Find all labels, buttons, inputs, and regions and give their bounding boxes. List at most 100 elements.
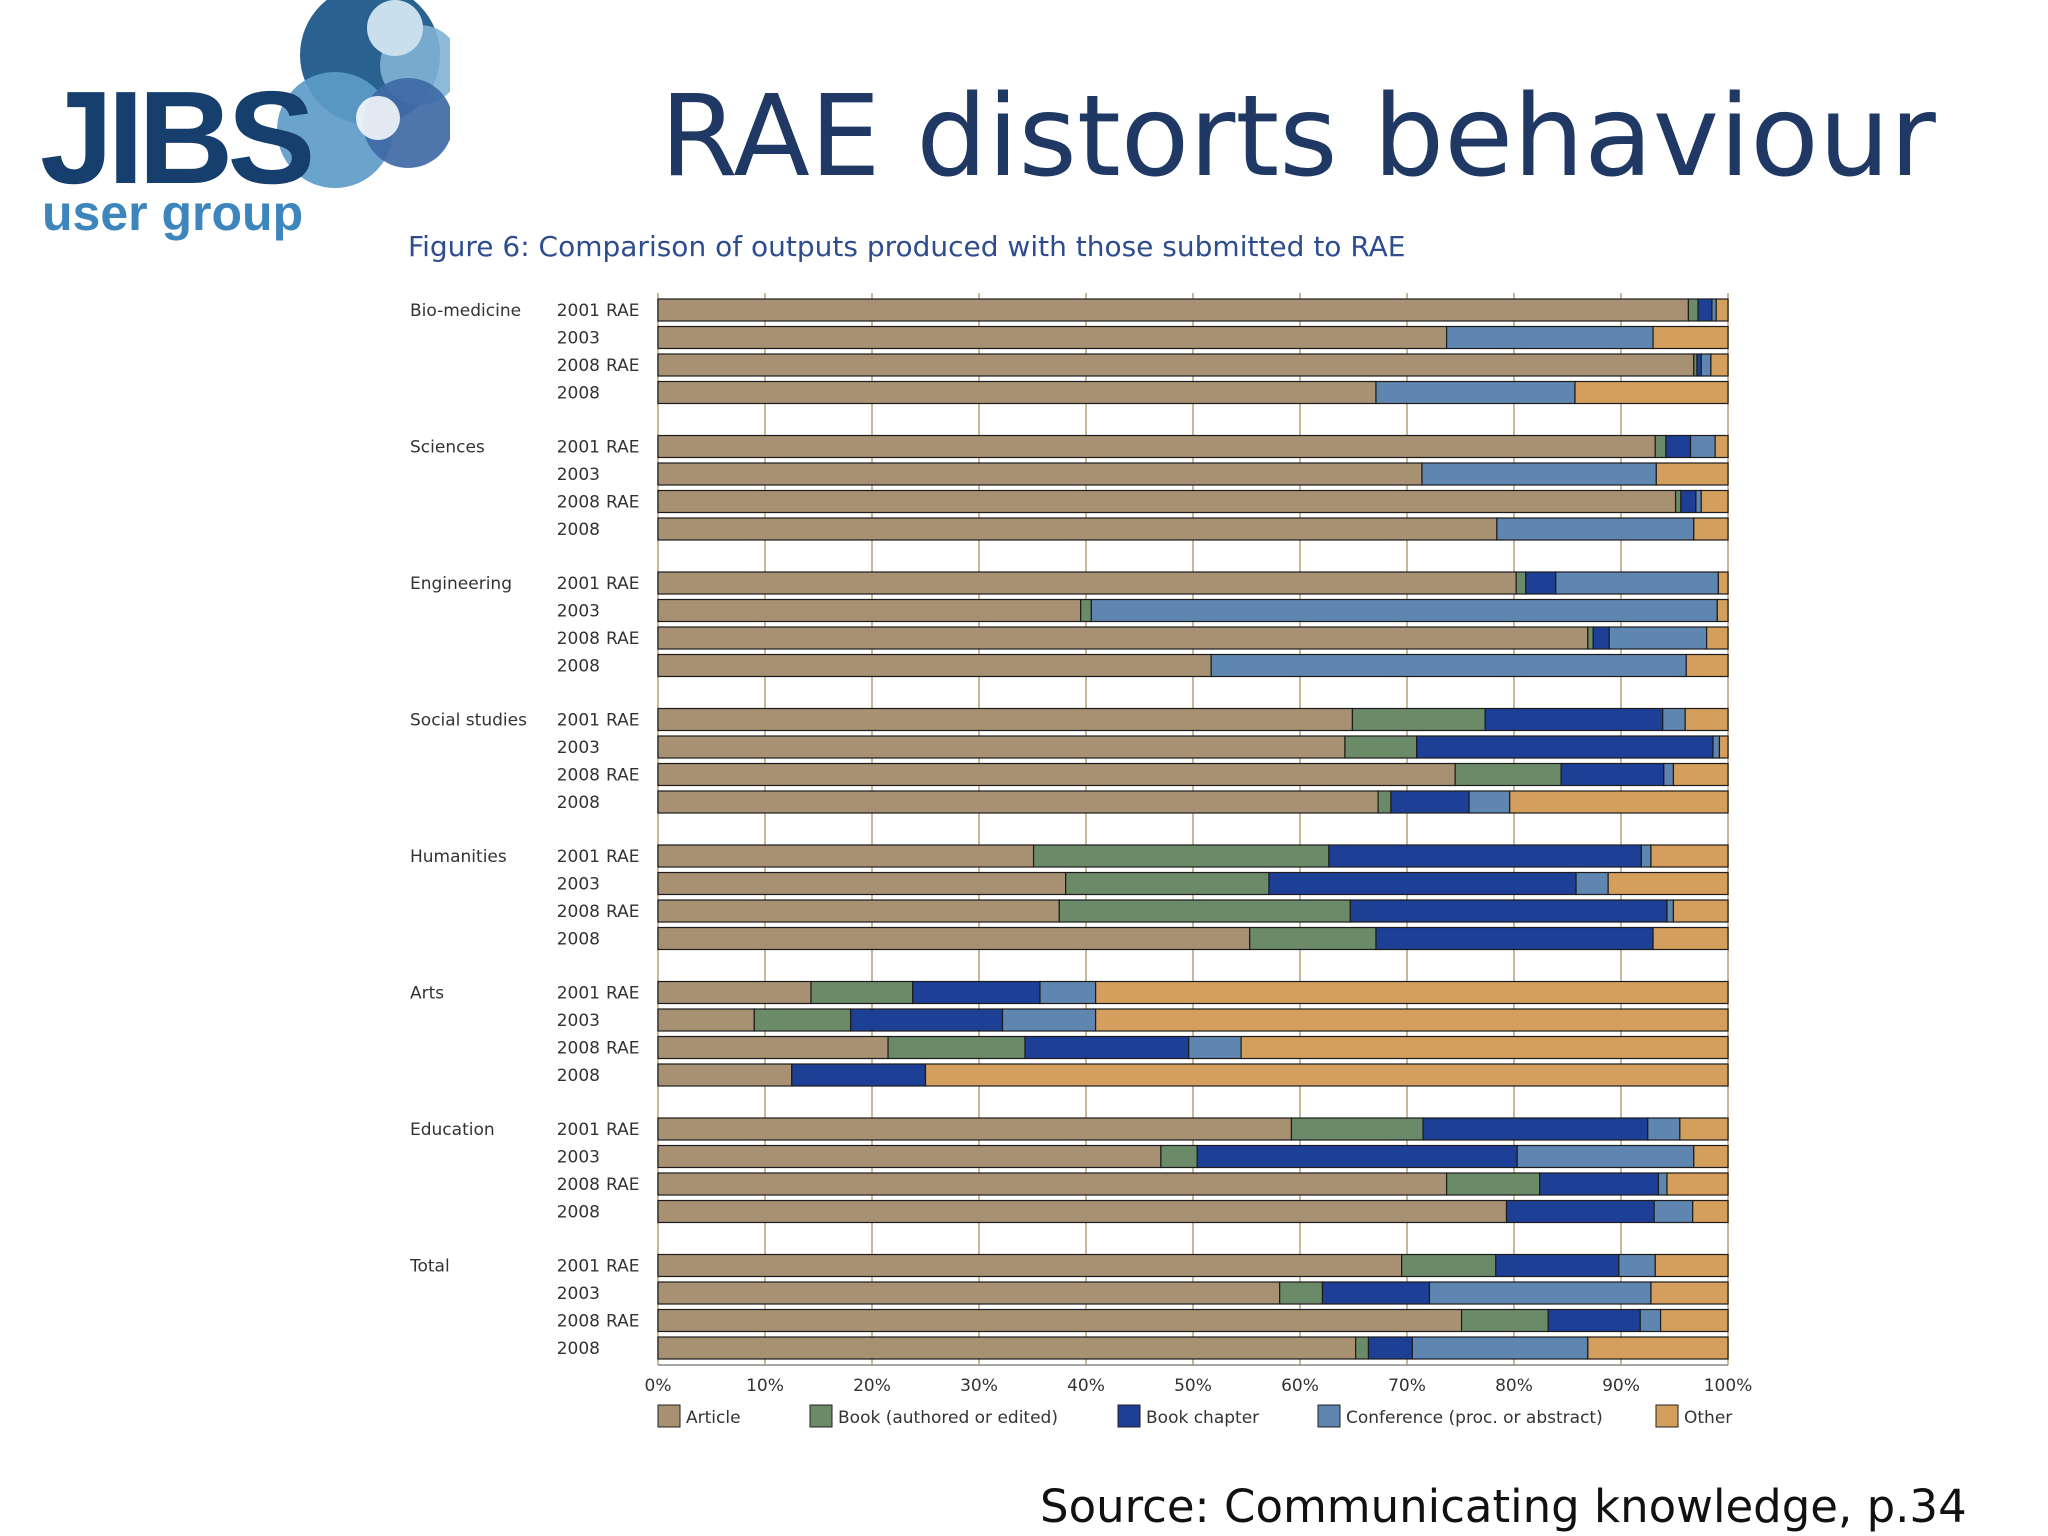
year-label: 2008 [557, 384, 600, 404]
bar-segment-book-authored-or-edited [1587, 626, 1594, 650]
rae-tag: RAE [606, 493, 640, 513]
year-label: 2008 [557, 1066, 600, 1086]
bar-segment-conference-proc-or-abstract [1653, 1199, 1694, 1224]
bar-segment-book-authored-or-edited [1687, 298, 1699, 322]
bar-segment-conference-proc-or-abstract [1712, 735, 1721, 759]
bar-segment-book-authored-or-edited [1032, 844, 1330, 868]
bar-segment-other [1714, 434, 1729, 459]
legend-swatch-other [1655, 1404, 1679, 1428]
rae-tag: RAE [606, 1312, 640, 1332]
year-label: 2001 [557, 1120, 600, 1140]
bar-segment-book-chapter [1268, 871, 1577, 896]
x-tick-label: 40% [1067, 1376, 1105, 1396]
bar-segment-other [1666, 1172, 1729, 1196]
bar-segment-other [1655, 462, 1729, 486]
rae-tag: RAE [606, 766, 640, 786]
bar-segment-book-chapter [1547, 1308, 1641, 1333]
legend-label-book-authored-or-edited: Book (authored or edited) [838, 1408, 1058, 1428]
bar-segment-article [657, 790, 1379, 814]
bar-segment-other [1672, 899, 1729, 923]
x-tick-label: 100% [1704, 1376, 1753, 1396]
bar-segment-conference-proc-or-abstract [1695, 489, 1702, 514]
bar-segment-other [1652, 325, 1729, 350]
year-label: 2008 [557, 902, 600, 922]
bar-segment-other [1685, 653, 1729, 678]
bar-segment-book-authored-or-edited [1674, 489, 1682, 514]
bar-segment-other [1654, 1253, 1729, 1278]
year-label: 2008 [557, 1339, 600, 1359]
bar-segment-article [657, 325, 1448, 350]
bar-segment-article [657, 1063, 793, 1087]
bar-segment-article [657, 1308, 1463, 1333]
bar-segment-other [1684, 707, 1729, 732]
year-label: 2001 [557, 711, 600, 731]
year-label: 2008 [557, 657, 600, 677]
x-tick-label: 80% [1495, 1376, 1533, 1396]
year-label: 2001 [557, 1257, 600, 1277]
bar-segment-article [657, 434, 1656, 459]
slide-title: RAE distorts behaviour [660, 72, 1936, 202]
bar-segment-other [1650, 1281, 1729, 1305]
year-label: 2001 [557, 847, 600, 867]
bar-segment-conference-proc-or-abstract [1647, 1117, 1681, 1141]
bar-segment-article [657, 1336, 1357, 1360]
year-label: 2008 [557, 1175, 600, 1195]
bar-segment-conference-proc-or-abstract [1445, 325, 1654, 350]
bar-segment-conference-proc-or-abstract [1090, 598, 1718, 623]
bar-segment-conference-proc-or-abstract [1516, 1144, 1695, 1169]
bar-segment-conference-proc-or-abstract [1662, 707, 1686, 732]
bar-segment-other [1659, 1308, 1729, 1333]
bar-segment-book-chapter [1505, 1199, 1655, 1224]
bar-segment-conference-proc-or-abstract [1666, 899, 1675, 923]
bar-segment-book-chapter [1680, 489, 1697, 514]
bar-segment-book-chapter [1375, 926, 1654, 951]
bar-segment-article [657, 626, 1589, 650]
bar-segment-other [1587, 1336, 1729, 1360]
bar-segment-book-chapter [1196, 1144, 1518, 1169]
rae-tag: RAE [606, 902, 640, 922]
bar-segment-conference-proc-or-abstract [1039, 980, 1097, 1005]
year-label: 2008 [557, 793, 600, 813]
bar-segment-other [1700, 489, 1729, 514]
bar-segment-book-chapter [1328, 844, 1642, 868]
bar-segment-conference-proc-or-abstract [1411, 1336, 1589, 1360]
bar-segment-book-chapter [1665, 434, 1692, 459]
bar-segment-article [657, 598, 1082, 623]
bar-segment-other [1607, 871, 1729, 896]
bar-segment-other [1717, 571, 1729, 595]
category-label-bio-medicine: Bio-medicine [410, 301, 521, 321]
category-label-arts: Arts [410, 984, 444, 1004]
bar-segment-article [657, 871, 1067, 896]
bar-segment-book-chapter [1697, 298, 1713, 322]
bar-segment-other [1672, 762, 1729, 787]
bar-segment-other [1693, 517, 1729, 541]
x-tick-label: 70% [1388, 1376, 1426, 1396]
rae-tag: RAE [606, 629, 640, 649]
bar-segment-book-authored-or-edited [1290, 1117, 1424, 1141]
year-label: 2008 [557, 520, 600, 540]
bar-segment-book-chapter [1525, 571, 1557, 595]
year-label: 2008 [557, 629, 600, 649]
bar-segment-book-authored-or-edited [1355, 1336, 1370, 1360]
figure-title: Figure 6: Comparison of outputs produced… [408, 230, 1406, 263]
bar-segment-book-chapter [1560, 762, 1665, 787]
bar-segment-article [657, 1281, 1281, 1305]
bar-segment-other [1509, 790, 1729, 814]
legend-swatch-book-authored-or-edited [809, 1404, 833, 1428]
bar-segment-book-chapter [1416, 735, 1714, 759]
category-label-sciences: Sciences [410, 438, 485, 458]
bar-segment-article [657, 707, 1354, 732]
bar-segment-article [657, 571, 1517, 595]
bar-segment-conference-proc-or-abstract [1640, 844, 1652, 868]
year-label: 2008 [557, 1203, 600, 1223]
bar-segment-book-authored-or-edited [887, 1035, 1026, 1060]
bar-segment-article [657, 899, 1060, 923]
bar-segment-conference-proc-or-abstract [1555, 571, 1719, 595]
bar-segment-conference-proc-or-abstract [1468, 790, 1511, 814]
bar-segment-conference-proc-or-abstract [1210, 653, 1687, 678]
bar-segment-conference-proc-or-abstract [1608, 626, 1708, 650]
bar-segment-article [657, 462, 1423, 486]
bar-segment-conference-proc-or-abstract [1421, 462, 1657, 486]
year-label: 2001 [557, 301, 600, 321]
rae-tag: RAE [606, 1120, 640, 1140]
